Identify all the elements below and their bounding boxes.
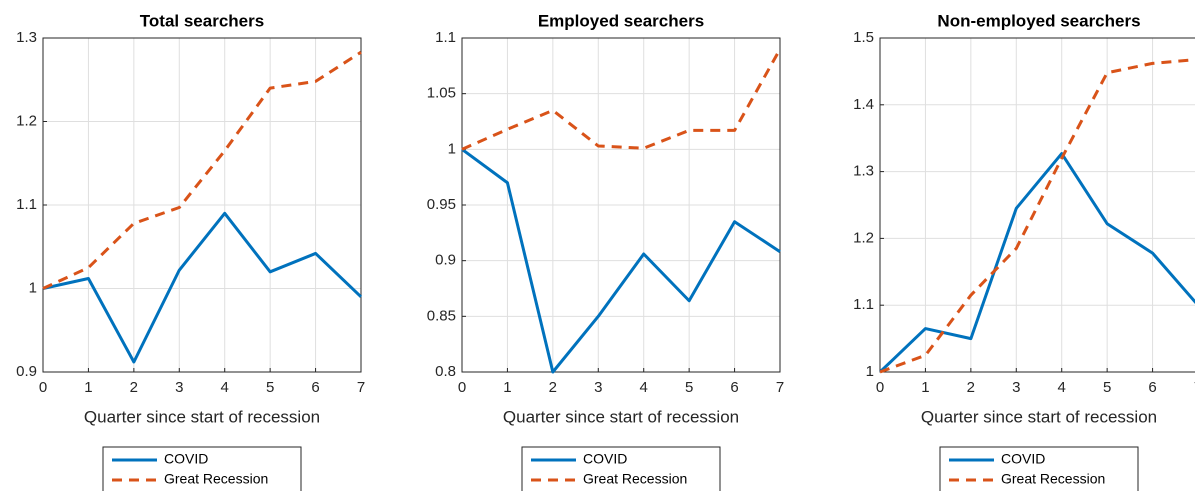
x-tick-label: 7 xyxy=(1194,379,1195,396)
x-tick-label: 7 xyxy=(776,379,784,396)
legend-label: COVID xyxy=(583,451,627,467)
y-tick-label: 1.4 xyxy=(853,96,874,113)
y-tick-label: 1.1 xyxy=(435,29,456,46)
x-tick-label: 2 xyxy=(967,379,975,396)
legend-label: Great Recession xyxy=(164,471,268,487)
axes-box xyxy=(461,37,781,373)
x-axis-label: Quarter since start of recession xyxy=(84,407,320,426)
chart-title: Non-employed searchers xyxy=(937,11,1140,30)
legend-label: COVID xyxy=(164,451,208,467)
legend-label: Great Recession xyxy=(1001,471,1105,487)
series-line xyxy=(461,48,782,151)
x-tick-label: 0 xyxy=(39,379,47,396)
y-tick-label: 0.9 xyxy=(435,252,456,269)
x-tick-label: 3 xyxy=(1012,379,1020,396)
x-tick-label: 4 xyxy=(221,379,229,396)
series-line xyxy=(461,148,781,374)
series-line xyxy=(42,211,363,364)
y-tick-label: 0.95 xyxy=(427,196,456,213)
x-tick-label: 3 xyxy=(594,379,602,396)
chart-title: Employed searchers xyxy=(538,11,704,30)
x-axis-label: Quarter since start of recession xyxy=(921,407,1157,426)
y-tick-label: 1 xyxy=(866,363,874,380)
x-tick-label: 5 xyxy=(1103,379,1111,396)
y-tick-label: 1.1 xyxy=(853,296,874,313)
legend-label: Great Recession xyxy=(583,471,687,487)
x-tick-label: 6 xyxy=(1148,379,1156,396)
x-tick-label: 6 xyxy=(730,379,738,396)
axes-box xyxy=(42,37,362,373)
x-tick-label: 5 xyxy=(685,379,693,396)
y-tick-label: 1.05 xyxy=(427,85,456,102)
legend-box xyxy=(102,446,302,491)
y-tick-label: 1 xyxy=(29,279,37,296)
x-tick-label: 4 xyxy=(640,379,648,396)
x-tick-label: 2 xyxy=(130,379,138,396)
x-tick-label: 2 xyxy=(549,379,557,396)
legend-label: COVID xyxy=(1001,451,1045,467)
x-tick-label: 1 xyxy=(921,379,929,396)
y-tick-label: 1.5 xyxy=(853,29,874,46)
legend-box xyxy=(521,446,721,491)
y-tick-label: 0.8 xyxy=(435,363,456,380)
x-tick-label: 0 xyxy=(458,379,466,396)
x-tick-label: 3 xyxy=(175,379,183,396)
series-line xyxy=(878,152,1195,374)
y-tick-label: 1.3 xyxy=(16,29,37,46)
axes-box xyxy=(879,37,1195,373)
y-tick-label: 1 xyxy=(448,140,456,157)
x-tick-label: 1 xyxy=(503,379,511,396)
y-tick-label: 1.2 xyxy=(853,229,874,246)
x-tick-label: 4 xyxy=(1058,379,1066,396)
y-tick-label: 0.9 xyxy=(16,363,37,380)
y-tick-label: 0.85 xyxy=(427,307,456,324)
y-tick-label: 1.3 xyxy=(853,163,874,180)
x-tick-label: 6 xyxy=(311,379,319,396)
x-tick-label: 7 xyxy=(357,379,365,396)
legend-box xyxy=(939,446,1139,491)
x-axis-label: Quarter since start of recession xyxy=(503,407,739,426)
y-tick-label: 1.1 xyxy=(16,196,37,213)
series-line xyxy=(42,50,362,290)
chart-title: Total searchers xyxy=(140,11,264,30)
x-tick-label: 1 xyxy=(84,379,92,396)
y-tick-label: 1.2 xyxy=(16,112,37,129)
x-tick-label: 5 xyxy=(266,379,274,396)
x-tick-label: 0 xyxy=(876,379,884,396)
series-line xyxy=(879,58,1195,374)
